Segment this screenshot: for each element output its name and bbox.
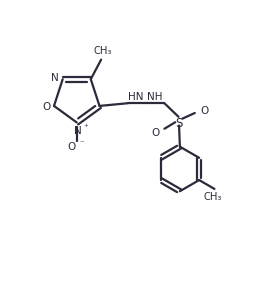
Text: CH₃: CH₃ — [204, 191, 222, 202]
Text: O: O — [200, 106, 208, 116]
Text: N: N — [74, 126, 82, 135]
Text: S: S — [175, 117, 183, 130]
Text: CH₃: CH₃ — [93, 46, 112, 56]
Text: O: O — [152, 128, 160, 137]
Text: O: O — [68, 142, 76, 152]
Text: ⁻: ⁻ — [79, 139, 84, 148]
Text: ⁺: ⁺ — [83, 123, 88, 132]
Text: O: O — [42, 102, 51, 112]
Text: HN: HN — [128, 92, 143, 102]
Text: N: N — [51, 73, 58, 83]
Text: NH: NH — [147, 92, 163, 102]
